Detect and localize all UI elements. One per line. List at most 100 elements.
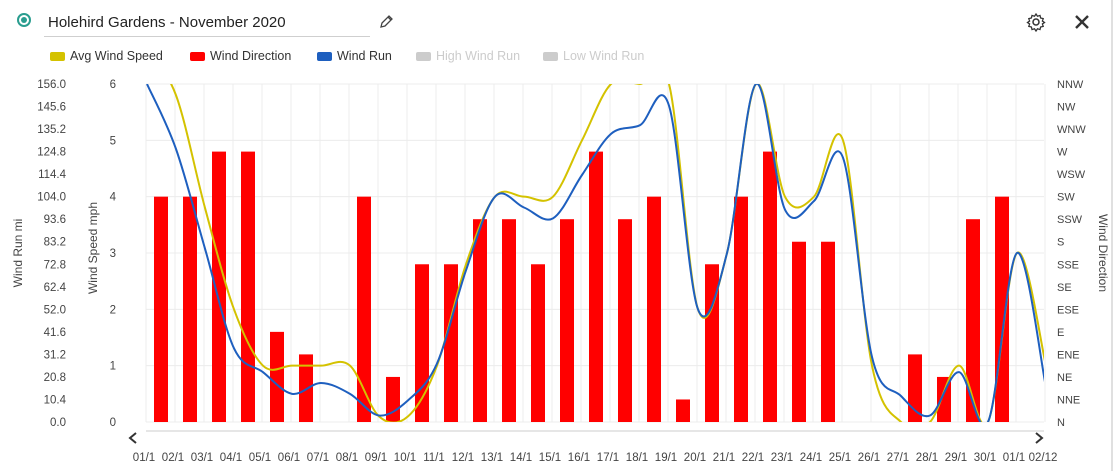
right-axis-tick: NNW	[1057, 79, 1084, 91]
wind-direction-bar	[270, 331, 284, 422]
legend-label: Wind Run	[337, 49, 392, 63]
left-axis-tick: 135.2	[37, 124, 66, 136]
right-axis-tick: ENE	[1057, 349, 1080, 361]
legend-item-wind-direction[interactable]: Wind Direction	[190, 49, 291, 63]
middle-axis-tick: 2	[110, 304, 116, 316]
chart-header: Holehird Gardens - November 2020	[0, 0, 1113, 46]
wind-direction-bar	[995, 196, 1009, 422]
x-axis-tick: 13/1	[481, 452, 503, 464]
x-axis-tick: 14/1	[510, 452, 532, 464]
wind-direction-bar	[299, 354, 313, 422]
chevron-right-icon[interactable]	[1035, 432, 1044, 444]
middle-axis-tick: 0	[110, 417, 116, 429]
panel-border	[1111, 0, 1113, 471]
x-axis-tick: 15/1	[539, 452, 561, 464]
wind-direction-bar	[763, 151, 777, 422]
x-axis-tick: 24/1	[800, 452, 822, 464]
middle-axis-tick: 3	[110, 248, 116, 260]
wind-direction-bar	[502, 219, 516, 422]
legend-swatch	[543, 51, 558, 61]
x-axis-tick: 03/1	[191, 452, 213, 464]
x-axis-tick: 08/1	[336, 452, 358, 464]
wind-direction-bar	[821, 241, 835, 422]
right-axis-tick: NW	[1057, 102, 1076, 114]
left-axis-tick: 72.8	[44, 259, 66, 271]
pencil-icon[interactable]	[378, 14, 394, 30]
x-axis-tick: 02/12	[1029, 452, 1058, 464]
x-axis-tick: 01/1	[1003, 452, 1025, 464]
x-axis-tick: 11/1	[423, 452, 445, 464]
chart-title: Holehird Gardens - November 2020	[48, 14, 286, 31]
x-axis-tick: 16/1	[568, 452, 590, 464]
x-axis-tick: 27/1	[887, 452, 909, 464]
wind-direction-bar	[734, 196, 748, 422]
right-axis-tick: SW	[1057, 192, 1075, 204]
close-icon[interactable]	[1072, 12, 1092, 32]
middle-axis-title: Wind Speed mph	[86, 202, 100, 294]
title-underline	[44, 36, 370, 37]
x-axis-tick: 09/1	[365, 452, 387, 464]
avg-wind-speed-line	[169, 84, 1044, 422]
wind-direction-bar	[357, 196, 371, 422]
x-axis-tick: 25/1	[829, 452, 851, 464]
wind-direction-bar	[589, 151, 603, 422]
wind-run-line	[146, 84, 1044, 422]
x-axis-tick: 29/1	[945, 452, 967, 464]
wind-direction-bar	[560, 219, 574, 422]
legend-swatch	[50, 51, 65, 61]
legend-item-wind-run[interactable]: Wind Run	[317, 49, 392, 63]
wind-direction-bar	[908, 354, 922, 422]
legend-label: Avg Wind Speed	[70, 49, 163, 63]
wind-direction-bar	[676, 399, 690, 422]
right-axis-tick: WSW	[1057, 169, 1086, 181]
middle-axis-tick: 6	[110, 79, 116, 91]
legend-item-avg-wind-speed[interactable]: Avg Wind Speed	[50, 49, 163, 63]
gear-icon[interactable]	[1026, 12, 1046, 32]
left-axis-tick: 83.2	[44, 237, 66, 249]
x-axis-tick: 05/1	[249, 452, 271, 464]
wind-direction-bar	[618, 219, 632, 422]
left-axis-tick: 52.0	[44, 304, 66, 316]
x-axis-tick: 28/1	[916, 452, 938, 464]
left-axis-tick: 0.0	[50, 417, 66, 429]
x-axis-tick: 19/1	[655, 452, 677, 464]
wind-direction-bar	[705, 264, 719, 422]
legend-label: High Wind Run	[436, 49, 521, 63]
wind-direction-bar	[473, 219, 487, 422]
x-axis-tick: 21/1	[713, 452, 735, 464]
chevron-left-icon[interactable]	[128, 432, 137, 444]
wind-direction-bar	[183, 196, 197, 422]
right-axis-tick: NNE	[1057, 394, 1080, 406]
left-axis-tick: 31.2	[44, 349, 66, 361]
wind-direction-bar	[531, 264, 545, 422]
middle-axis-tick: 1	[110, 361, 116, 373]
legend-item-low-wind-run[interactable]: Low Wind Run	[543, 49, 644, 63]
x-axis-tick: 06/1	[278, 452, 300, 464]
right-axis-tick: E	[1057, 327, 1064, 339]
x-axis-tick: 07/1	[307, 452, 329, 464]
left-axis-tick: 114.4	[38, 169, 67, 181]
legend-item-high-wind-run[interactable]: High Wind Run	[416, 49, 520, 63]
x-axis-tick: 02/1	[162, 452, 184, 464]
right-axis-tick: S	[1057, 237, 1064, 249]
wind-direction-bar	[212, 151, 226, 422]
left-axis-tick: 10.4	[44, 394, 67, 406]
left-axis-tick: 145.6	[37, 102, 66, 114]
wind-direction-bar	[792, 241, 806, 422]
right-axis-title: Wind Direction	[1096, 214, 1110, 292]
right-axis-tick: W	[1057, 147, 1068, 159]
legend-swatch	[190, 51, 205, 61]
right-axis-tick: SSE	[1057, 259, 1079, 271]
legend-label: Wind Direction	[210, 49, 292, 63]
x-axis-tick: 20/1	[684, 452, 706, 464]
left-axis-tick: 156.0	[37, 79, 66, 91]
x-axis-tick: 26/1	[858, 452, 880, 464]
x-axis-tick: 22/1	[742, 452, 764, 464]
x-axis-tick: 30/1	[974, 452, 996, 464]
x-axis-tick: 01/1	[133, 452, 155, 464]
x-axis-tick: 04/1	[220, 452, 242, 464]
right-axis-tick: N	[1057, 417, 1065, 429]
wind-direction-bar	[241, 151, 255, 422]
radio-icon[interactable]	[17, 13, 31, 27]
